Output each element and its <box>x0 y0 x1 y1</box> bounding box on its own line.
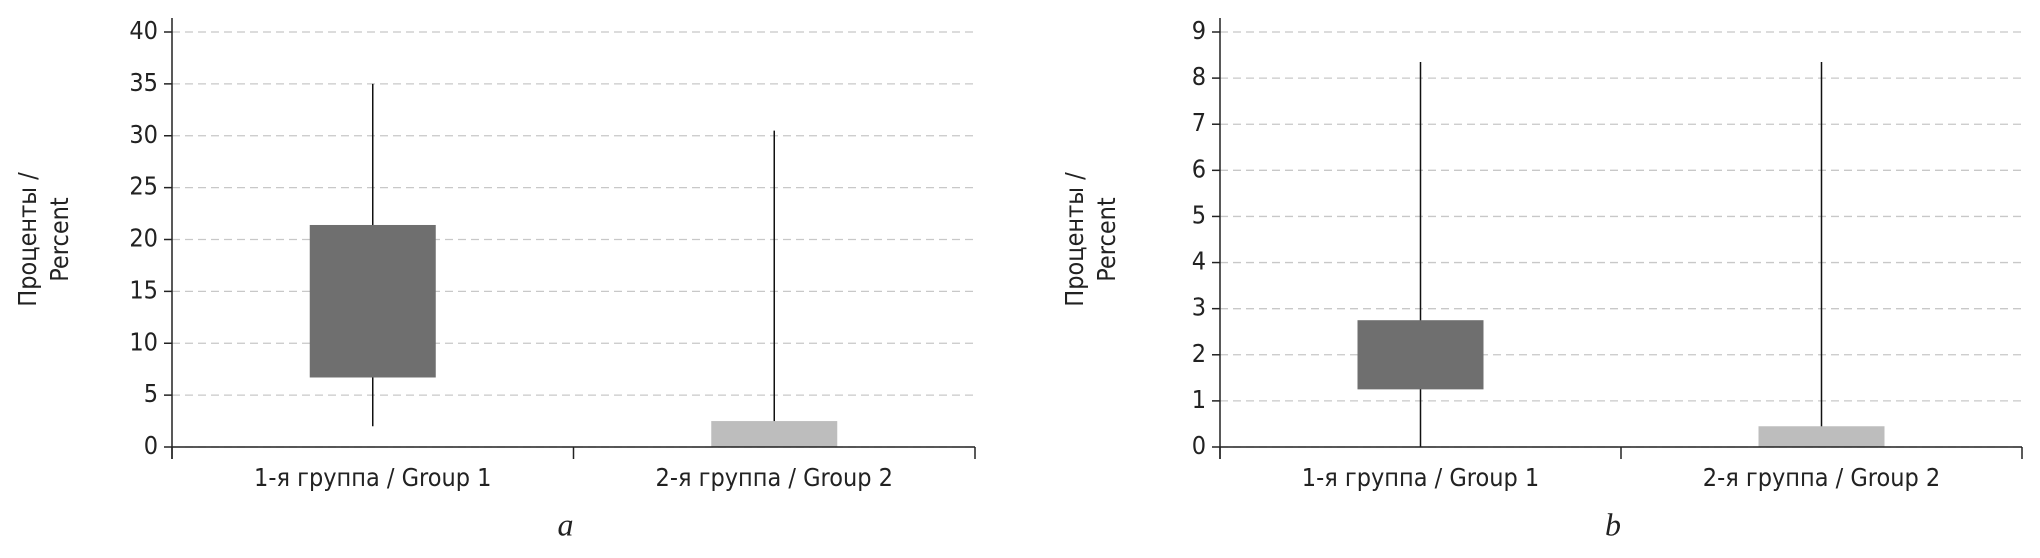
y-tick-label: 15 <box>129 275 158 304</box>
y-axis-label: Проценты / Percent <box>13 172 74 307</box>
y-tick-label: 1 <box>1192 385 1206 414</box>
y-tick-label: 5 <box>1192 200 1206 229</box>
y-tick-label: 0 <box>144 431 158 460</box>
x-tick-label: 2-я группа / Group 2 <box>656 463 893 492</box>
y-axis-label-line: Проценты / <box>1060 172 1089 307</box>
y-tick-label: 4 <box>1192 247 1206 276</box>
panel-label: a <box>558 506 574 542</box>
y-tick-label: 8 <box>1192 62 1206 91</box>
y-tick-label: 30 <box>129 120 158 149</box>
y-tick-label: 6 <box>1192 154 1206 183</box>
y-tick-label: 35 <box>129 68 158 97</box>
y-tick-label: 9 <box>1192 16 1206 45</box>
y-axis-label-line: Percent <box>45 197 74 282</box>
y-tick-label: 40 <box>129 16 158 45</box>
box <box>309 224 436 378</box>
y-tick-label: 20 <box>129 224 158 253</box>
box <box>711 421 838 447</box>
y-axis-label-line: Проценты / <box>13 172 42 307</box>
y-axis-label-line: Percent <box>1092 197 1121 282</box>
y-tick-label: 7 <box>1192 108 1206 137</box>
panel-label: b <box>1605 506 1621 542</box>
y-tick-label: 10 <box>129 327 158 356</box>
y-tick-label: 5 <box>144 379 158 408</box>
x-tick-label: 1-я группа / Group 1 <box>1302 463 1539 492</box>
x-tick-label: 2-я группа / Group 2 <box>1703 463 1940 492</box>
x-tick-label: 1-я группа / Group 1 <box>254 463 491 492</box>
y-tick-label: 0 <box>1192 431 1206 460</box>
box <box>1357 320 1484 390</box>
box <box>1758 426 1885 447</box>
y-tick-label: 3 <box>1192 293 1206 322</box>
y-tick-label: 25 <box>129 172 158 201</box>
y-tick-label: 2 <box>1192 339 1206 368</box>
y-axis-label: Проценты / Percent <box>1060 172 1121 307</box>
